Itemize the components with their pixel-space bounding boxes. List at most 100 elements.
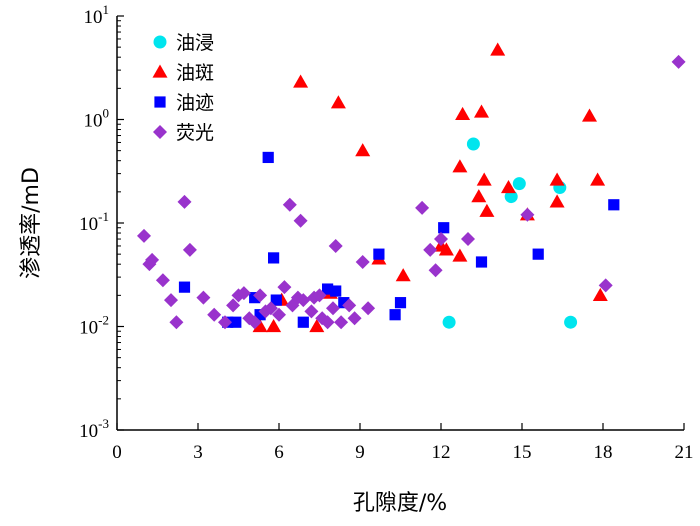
y-tick-label: 10-1 — [79, 209, 109, 235]
legend-label: 油斑 — [176, 62, 214, 84]
data-point-square — [249, 292, 261, 304]
data-point-triangle — [471, 189, 487, 203]
data-point-square — [475, 256, 488, 268]
data-point-square — [389, 309, 401, 321]
data-point-square — [373, 248, 385, 260]
data-point-triangle — [395, 268, 411, 282]
data-point-triangle — [293, 74, 309, 88]
data-point-diamond — [334, 315, 349, 330]
data-point-diamond — [145, 252, 160, 267]
data-point-triangle — [330, 95, 346, 109]
data-point-square — [297, 316, 309, 328]
data-point-diamond — [520, 207, 535, 222]
data-point-diamond — [312, 288, 327, 303]
data-point-triangle — [592, 287, 608, 301]
data-point-square — [532, 248, 544, 260]
data-point-triangle — [476, 172, 492, 186]
data-point-diamond — [169, 315, 184, 330]
data-point-diamond — [236, 286, 251, 301]
data-point-circle — [442, 315, 456, 329]
data-point-diamond — [164, 293, 178, 308]
data-point-diamond — [177, 194, 192, 209]
data-point-triangle — [355, 143, 371, 157]
data-point-triangle — [590, 172, 606, 186]
data-point-diamond — [247, 315, 262, 330]
legend-item: 油斑 — [152, 62, 214, 84]
legend-item: 油迹 — [154, 92, 214, 114]
x-tick-label: 9 — [355, 442, 365, 463]
data-point-diamond — [253, 288, 268, 303]
data-point-triangle — [266, 319, 282, 333]
legend-marker-square — [154, 96, 166, 108]
legend-marker-circle — [153, 35, 167, 49]
data-point-triangle — [452, 159, 468, 173]
data-point-diamond — [361, 301, 376, 316]
legend-label: 油浸 — [176, 32, 214, 54]
y-axis-title: 渗透率/mD — [19, 167, 44, 279]
data-point-diamond — [428, 263, 443, 278]
data-point-diamond — [434, 232, 448, 247]
x-tick-label: 21 — [675, 442, 694, 463]
data-point-triangle — [309, 319, 325, 333]
x-tick-label: 6 — [274, 442, 284, 463]
data-point-square — [230, 316, 242, 328]
data-point-triangle — [452, 248, 468, 262]
plot-area: 10-3 10-2 10-1 100 101 0 3 6 9 12 15 18 21 — [79, 2, 693, 463]
data-point-triangle — [582, 108, 597, 122]
data-point-diamond — [226, 298, 241, 313]
data-point-diamond — [277, 280, 292, 295]
data-point-triangle — [474, 104, 489, 118]
data-point-triangle — [438, 242, 454, 256]
data-point-diamond — [326, 301, 340, 316]
data-point-triangle — [252, 319, 268, 333]
data-point-triangle — [549, 194, 565, 208]
x-tick-label: 15 — [513, 442, 532, 463]
data-point-square — [338, 297, 350, 309]
x-tick-label: 3 — [193, 442, 203, 463]
data-point-square — [330, 285, 342, 297]
data-point-square — [268, 252, 280, 264]
legend-label: 油迹 — [176, 92, 214, 114]
data-point-diamond — [218, 315, 232, 330]
data-point-diamond — [423, 242, 438, 257]
legend-item: 荧光 — [153, 122, 214, 144]
data-point-diamond — [342, 298, 357, 313]
data-point-diamond — [328, 238, 343, 253]
data-point-diamond — [296, 293, 311, 308]
x-tick-label: 12 — [432, 442, 451, 463]
data-point-square — [394, 297, 407, 309]
data-point-triangle — [549, 172, 565, 186]
data-point-circle — [564, 315, 578, 329]
data-point-diamond — [263, 301, 278, 316]
data-point-circle — [504, 190, 518, 204]
data-point-diamond — [182, 242, 197, 257]
data-point-diamond — [461, 232, 475, 247]
data-point-diamond — [155, 273, 170, 288]
data-point-square — [322, 283, 334, 295]
data-point-diamond — [207, 307, 222, 322]
legend-marker-diamond — [153, 125, 167, 139]
data-point-square — [608, 199, 620, 211]
data-point-diamond — [415, 200, 430, 215]
x-tick-label: 0 — [112, 442, 122, 463]
data-point-circle — [512, 177, 526, 191]
data-point-diamond — [137, 228, 151, 243]
data-point-diamond — [320, 315, 335, 330]
data-point-diamond — [671, 54, 686, 69]
x-tick-label: 18 — [594, 442, 613, 463]
data-point-square — [438, 222, 450, 234]
y-tick-label: 10-2 — [79, 313, 109, 339]
legend-item: 油浸 — [153, 32, 214, 54]
data-markers — [137, 42, 686, 333]
data-point-triangle — [455, 106, 471, 121]
x-axis-title: 孔隙度/% — [353, 491, 447, 516]
x-axis-ticks: 0 3 6 9 12 15 18 21 — [112, 423, 694, 463]
data-point-diamond — [598, 278, 613, 293]
data-point-diamond — [355, 254, 370, 269]
data-point-diamond — [196, 290, 211, 305]
y-tick-label: 100 — [84, 106, 110, 132]
y-tick-label: 10-3 — [79, 416, 109, 442]
legend-marker-triangle — [152, 64, 168, 78]
y-axis-ticks: 10-3 10-2 10-1 100 101 — [79, 2, 124, 442]
